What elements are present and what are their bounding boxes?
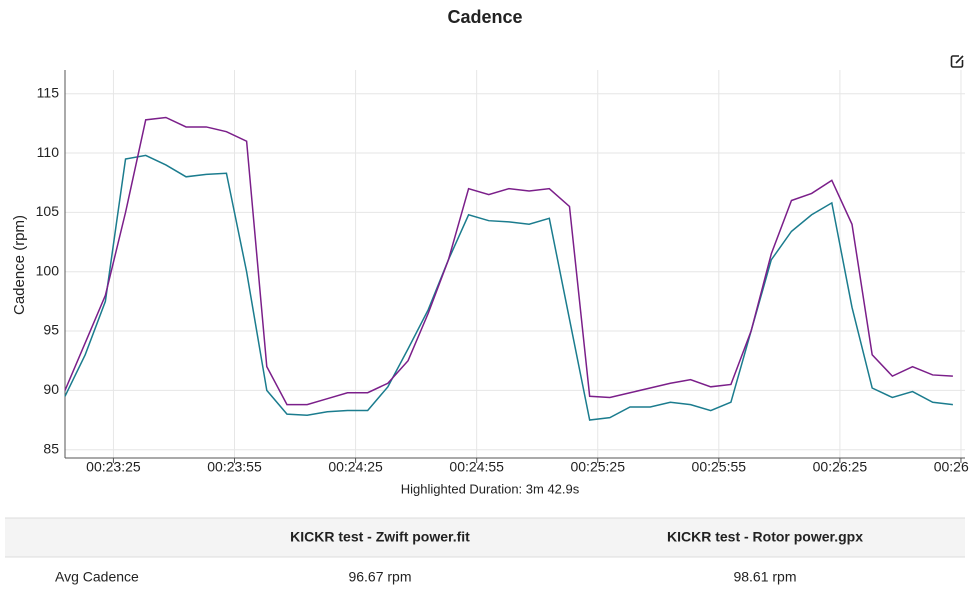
x-tick-label: 00:26:55: [934, 459, 970, 475]
y-tick-label: 90: [43, 381, 59, 397]
y-tick-label: 100: [36, 262, 60, 278]
y-axis-label: Cadence (rpm): [11, 215, 28, 315]
table-cell: 98.61 rpm: [733, 569, 796, 585]
y-tick-label: 110: [37, 144, 60, 160]
chart-title: Cadence: [447, 7, 522, 27]
x-tick-label: 00:26:25: [813, 459, 868, 475]
annotation: Highlighted Duration: 3m 42.9s: [401, 481, 580, 496]
x-tick-label: 00:23:55: [207, 459, 262, 475]
y-tick-label: 85: [43, 440, 59, 456]
table-cell: Avg Cadence: [55, 569, 139, 585]
data-line: [64, 154, 953, 421]
x-tick-label: 00:24:55: [449, 459, 504, 475]
y-tick-label: 95: [43, 322, 59, 338]
table-header: KICKR test - Rotor power.gpx: [667, 529, 863, 545]
table-cell: 96.67 rpm: [348, 569, 411, 585]
y-tick-label: 115: [37, 84, 60, 100]
data-line: [64, 116, 953, 406]
x-tick-label: 00:25:25: [570, 459, 625, 475]
x-tick-label: 00:25:55: [692, 459, 747, 475]
table-header-bg: [5, 518, 965, 557]
table-header: KICKR test - Zwift power.fit: [290, 529, 470, 545]
edit-icon[interactable]: [950, 55, 964, 68]
x-tick-label: 00:23:25: [86, 459, 141, 475]
y-tick-label: 105: [36, 203, 60, 219]
x-tick-label: 00:24:25: [328, 459, 383, 475]
